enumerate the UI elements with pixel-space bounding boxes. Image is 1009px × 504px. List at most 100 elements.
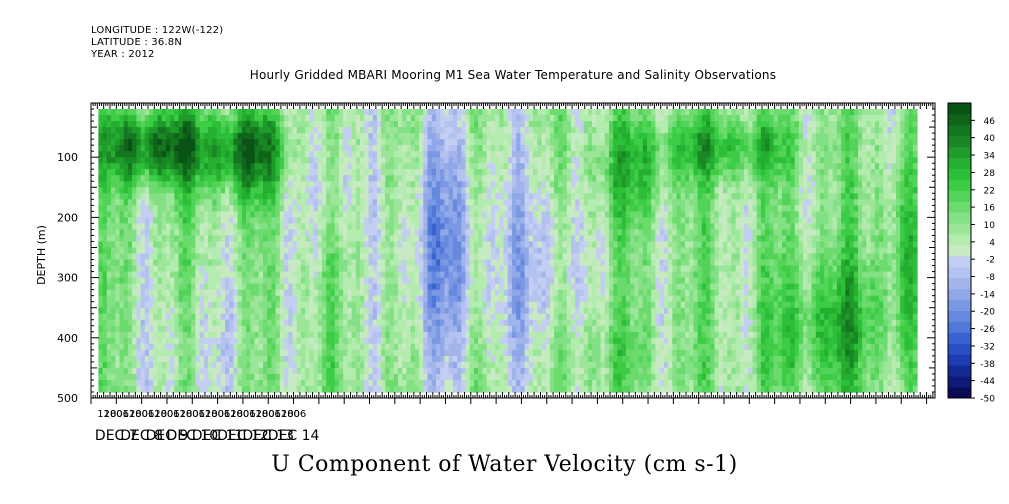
- heatmap-cell: [284, 367, 289, 375]
- heatmap-cell: [343, 217, 348, 224]
- heatmap-cell: [153, 271, 158, 279]
- heatmap-cell: [423, 229, 429, 236]
- heatmap-cell: [229, 386, 234, 393]
- heatmap-cell: [229, 217, 234, 224]
- heatmap-cell: [364, 109, 369, 116]
- heatmap-cell: [528, 109, 534, 116]
- heatmap-cell: [237, 241, 243, 249]
- heatmap-cell: [351, 205, 357, 212]
- heatmap-cell: [448, 361, 454, 369]
- heatmap-cell: [165, 301, 171, 309]
- heatmap-cell: [398, 331, 403, 339]
- heatmap-cell: [465, 337, 471, 345]
- heatmap-cell: [170, 361, 175, 369]
- heatmap-cell: [102, 133, 108, 140]
- heatmap-cell: [389, 337, 395, 345]
- heatmap-cell: [533, 373, 538, 381]
- heatmap-cell: [355, 367, 361, 375]
- heatmap-cell: [275, 331, 281, 339]
- heatmap-cell: [360, 247, 365, 255]
- heatmap-cell: [511, 343, 517, 351]
- heatmap-cell: [241, 133, 247, 140]
- heatmap-cell: [140, 271, 146, 279]
- heatmap-cell: [115, 331, 121, 339]
- heatmap-cell: [140, 283, 146, 291]
- heatmap-cell: [410, 289, 416, 297]
- heatmap-cell: [419, 157, 424, 164]
- heatmap-cell: [322, 139, 327, 146]
- heatmap-cell: [398, 193, 403, 200]
- heatmap-cell: [330, 247, 336, 255]
- heatmap-cell: [351, 349, 357, 357]
- heatmap-cell: [376, 379, 382, 387]
- heatmap-cell: [220, 121, 226, 128]
- heatmap-cell: [528, 139, 534, 146]
- heatmap-cell: [461, 169, 467, 176]
- heatmap-cell: [296, 175, 302, 182]
- heatmap-cell: [225, 109, 230, 116]
- heatmap-cell: [317, 259, 323, 267]
- heatmap-cell: [393, 313, 399, 321]
- heatmap-cell: [313, 301, 319, 309]
- heatmap-cell: [191, 361, 196, 369]
- heatmap-cell: [267, 349, 272, 357]
- heatmap-cell: [305, 325, 310, 333]
- heatmap-cell: [195, 319, 201, 327]
- heatmap-cell: [136, 151, 142, 158]
- heatmap-cell: [469, 175, 475, 182]
- heatmap-cell: [144, 295, 150, 303]
- heatmap-cell: [330, 265, 336, 273]
- heatmap-cell: [271, 223, 277, 230]
- heatmap-cell: [419, 223, 424, 230]
- heatmap-cell: [465, 187, 471, 194]
- heatmap-cell: [436, 217, 441, 224]
- heatmap-cell: [275, 163, 281, 170]
- heatmap-cell: [511, 337, 517, 345]
- heatmap-cell: [334, 361, 340, 369]
- heatmap-cell: [503, 193, 509, 200]
- heatmap-cell: [187, 241, 192, 249]
- heatmap-cell: [431, 355, 437, 363]
- heatmap-cell: [313, 193, 319, 200]
- heatmap-cell: [305, 343, 310, 351]
- heatmap-cell: [511, 199, 517, 206]
- heatmap-cell: [258, 277, 264, 285]
- heatmap-cell: [212, 361, 218, 369]
- heatmap-cell: [102, 265, 108, 273]
- heatmap-cell: [254, 199, 260, 206]
- heatmap-cell: [229, 205, 234, 212]
- heatmap-cell: [296, 133, 302, 140]
- heatmap-cell: [393, 373, 399, 381]
- heatmap-cell: [528, 127, 534, 134]
- heatmap-cell: [182, 127, 188, 134]
- heatmap-cell: [402, 379, 407, 387]
- heatmap-cell: [393, 115, 399, 122]
- heatmap-cell: [469, 115, 475, 122]
- heatmap-cell: [398, 145, 403, 152]
- heatmap-cell: [389, 265, 395, 273]
- heatmap-cell: [343, 229, 348, 236]
- heatmap-cell: [233, 229, 239, 236]
- heatmap-cell: [495, 187, 500, 194]
- heatmap-cell: [440, 229, 445, 236]
- heatmap-cell: [486, 289, 492, 297]
- heatmap-cell: [431, 301, 437, 309]
- heatmap-cell: [111, 289, 116, 297]
- heatmap-cell: [165, 175, 171, 182]
- heatmap-cell: [423, 127, 429, 134]
- heatmap-cell: [347, 331, 353, 339]
- heatmap-cell: [343, 259, 348, 267]
- heatmap-cell: [220, 386, 226, 393]
- heatmap-cell: [220, 229, 226, 236]
- heatmap-cell: [178, 325, 184, 333]
- heatmap-cell: [410, 325, 416, 333]
- heatmap-cell: [149, 325, 154, 333]
- heatmap-cell: [520, 133, 526, 140]
- heatmap-cell: [537, 361, 543, 369]
- heatmap-cell: [250, 319, 256, 327]
- heatmap-cell: [153, 253, 158, 261]
- heatmap-cell: [368, 241, 374, 249]
- heatmap-cell: [495, 355, 500, 363]
- heatmap-cell: [351, 295, 357, 303]
- heatmap-cell: [537, 205, 543, 212]
